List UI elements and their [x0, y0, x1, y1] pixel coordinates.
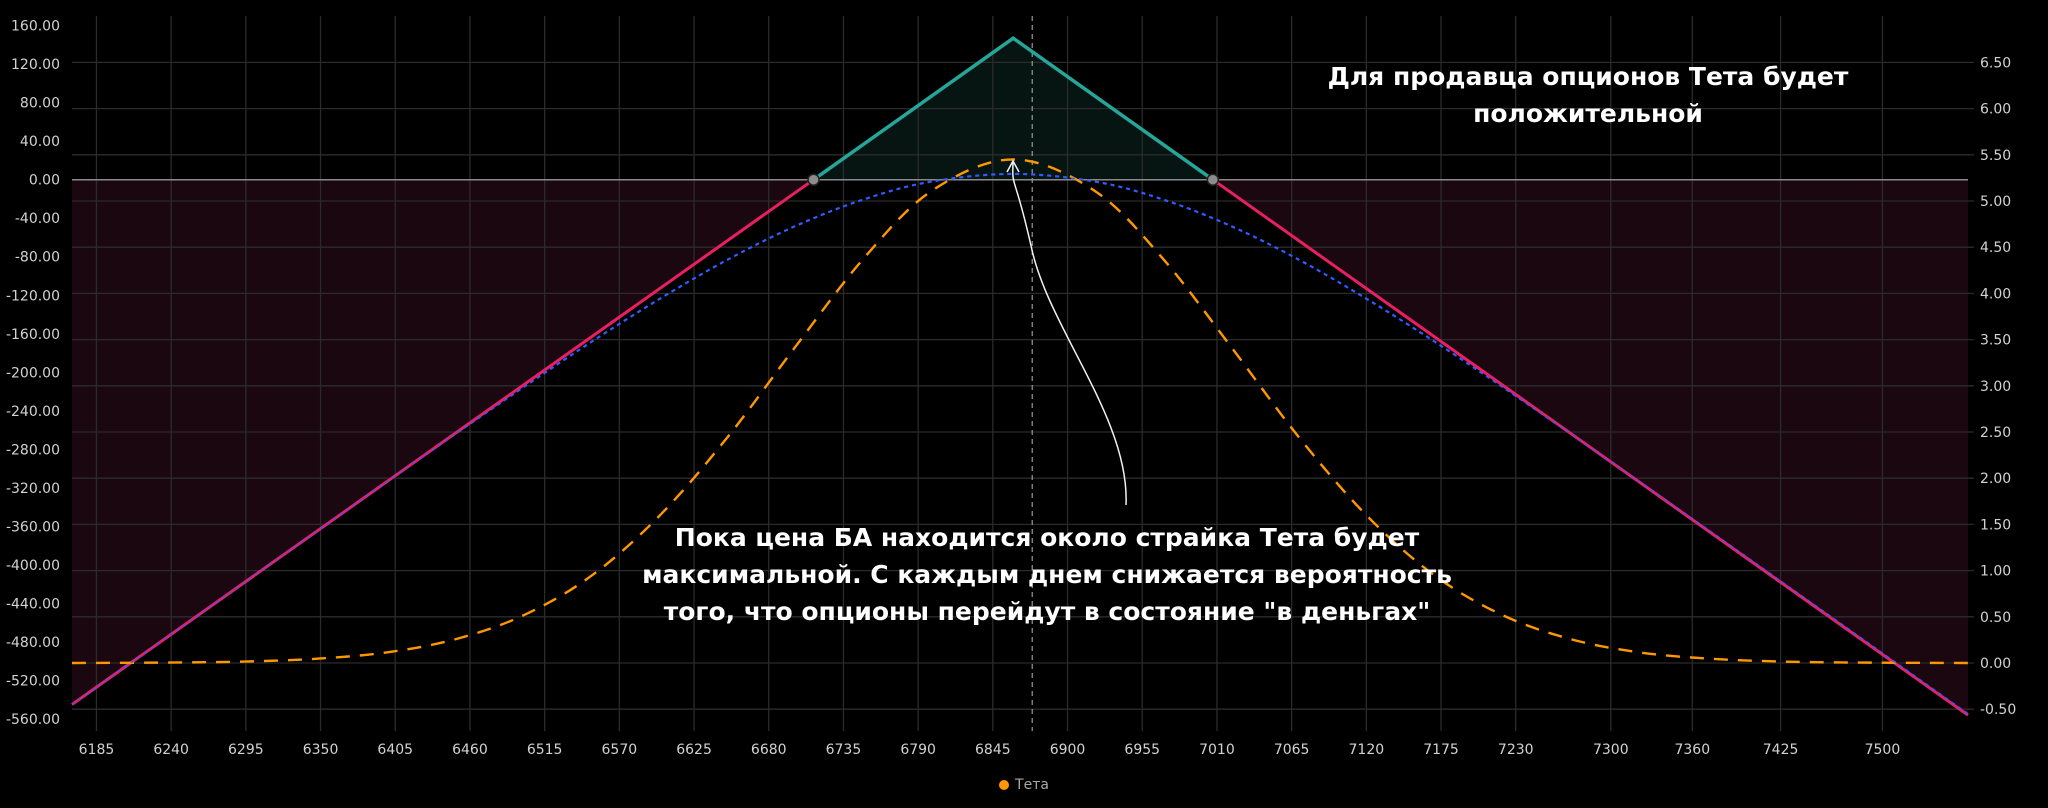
- y-left-tick-label: 80.00: [20, 96, 60, 112]
- legend: Тета: [0, 777, 2048, 793]
- pnl-profit-line: [812, 36, 1214, 182]
- x-tick-label: 6735: [826, 742, 862, 758]
- x-tick-label: 6295: [228, 742, 264, 758]
- theta-line: [71, 158, 1969, 665]
- y-right-tick-label: 5.00: [1980, 194, 2011, 210]
- x-tick-label: 6570: [602, 742, 638, 758]
- y-left-tick-label: -80.00: [15, 250, 60, 266]
- annotations: Для продавца опционов Тета будет положит…: [642, 62, 1849, 626]
- y-left-tick-label: -560.00: [6, 712, 60, 728]
- series-lines: [71, 16, 1969, 731]
- x-tick-label: 7300: [1593, 742, 1629, 758]
- breakeven-marker: [807, 173, 820, 186]
- y-left-tick-label: 160.00: [11, 19, 60, 35]
- x-tick-label: 6625: [676, 742, 712, 758]
- y-right-tick-label: 3.00: [1980, 379, 2011, 395]
- x-tick-label: 7230: [1498, 742, 1534, 758]
- y-right-tick-label: 4.50: [1980, 240, 2011, 256]
- y-right-tick-label: 4.00: [1980, 286, 2011, 302]
- grid: [72, 16, 1974, 731]
- axes: 6185 6240 6295 6350 6405 6460 6515 6570 6625 6680…: [6, 19, 2016, 758]
- y-left-tick-label: -120.00: [6, 288, 60, 304]
- x-tick-label: 6350: [303, 742, 339, 758]
- x-tick-label: 6955: [1124, 742, 1160, 758]
- y-right-tick-label: 3.50: [1980, 333, 2011, 349]
- top-note-line-2: положительной: [1473, 99, 1703, 128]
- y-left-tick-label: 0.00: [29, 173, 60, 189]
- y-left-tick-label: -360.00: [6, 519, 60, 535]
- y-left-tick-label: 40.00: [20, 134, 60, 150]
- x-tick-label: 7425: [1763, 742, 1799, 758]
- y-left-tick-label: 120.00: [11, 57, 60, 73]
- x-tick-label: 7120: [1349, 742, 1385, 758]
- y-right-tick-label: 2.50: [1980, 425, 2011, 441]
- annotation-arrowhead: [1006, 159, 1020, 173]
- y-left-tick-label: -160.00: [6, 327, 60, 343]
- x-tick-label: 6240: [153, 742, 189, 758]
- breakeven-marker: [1206, 173, 1220, 186]
- x-tick-label: 7175: [1423, 742, 1459, 758]
- y-left-tick-label: -280.00: [6, 442, 60, 458]
- y-right-tick-label: 0.50: [1980, 610, 2011, 626]
- y-left-tick-label: -480.00: [6, 635, 60, 651]
- y-left-tick-label: -240.00: [6, 404, 60, 420]
- x-tick-label: 6900: [1050, 742, 1086, 758]
- y-left-tick-label: -400.00: [6, 558, 60, 574]
- x-tick-label: 6460: [452, 742, 488, 758]
- y-right-tick-label: 0.00: [1980, 656, 2011, 672]
- x-tick-label: 6185: [79, 742, 115, 758]
- center-note-line-3: того, что опционы перейдут в состояние "…: [664, 597, 1431, 626]
- loss-area-left: [72, 179, 814, 705]
- legend-dot-icon: [999, 780, 1010, 790]
- y-right-tick-label: 6.50: [1980, 55, 2011, 71]
- y-right-tick-label: 6.00: [1980, 102, 2011, 118]
- x-tick-label: 7360: [1674, 742, 1710, 758]
- annotation-arrow: [1012, 162, 1127, 506]
- x-tick-label: 6845: [975, 742, 1011, 758]
- y-left-tick-label: -200.00: [6, 365, 60, 381]
- pnl-today-line-overlay: [71, 173, 1969, 715]
- y-right-tick-label: 1.00: [1980, 564, 2011, 580]
- center-note-line-1: Пока цена БА находится около страйка Тет…: [675, 523, 1420, 552]
- center-note-line-2: максимальной. С каждым днем снижается ве…: [642, 560, 1452, 589]
- y-right-tick-label: -0.50: [1980, 702, 2016, 718]
- y-left-tick-label: -320.00: [6, 481, 60, 497]
- y-right-tick-label: 1.50: [1980, 517, 2011, 533]
- top-note-line-1: Для продавца опционов Тета будет: [1328, 62, 1849, 91]
- x-tick-label: 7065: [1274, 742, 1310, 758]
- pnl-loss-line-left: [71, 178, 815, 706]
- x-tick-label: 6405: [377, 742, 413, 758]
- y-left-tick-label: -440.00: [6, 596, 60, 612]
- y-left-tick-label: -520.00: [6, 673, 60, 689]
- legend-item-theta[interactable]: Тета: [999, 777, 1049, 793]
- x-tick-label: 7500: [1865, 742, 1901, 758]
- x-tick-label: 7010: [1199, 742, 1235, 758]
- x-tick-label: 6515: [527, 742, 563, 758]
- x-tick-label: 6680: [751, 742, 787, 758]
- y-left-tick-label: -40.00: [15, 211, 60, 227]
- y-right-tick-label: 5.50: [1980, 148, 2011, 164]
- y-right-tick-label: 2.00: [1980, 471, 2011, 487]
- legend-label: Тета: [1015, 777, 1049, 793]
- x-tick-label: 6790: [900, 742, 936, 758]
